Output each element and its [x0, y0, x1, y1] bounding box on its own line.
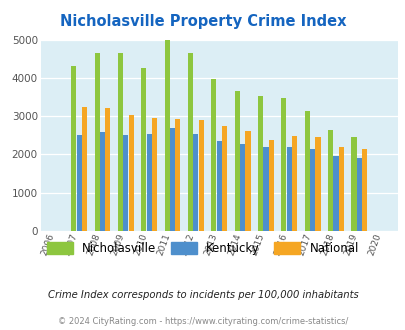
Bar	[245, 131, 250, 231]
Bar	[327, 130, 333, 231]
Bar	[304, 111, 309, 231]
Bar	[146, 134, 151, 231]
Bar	[170, 128, 175, 231]
Bar	[94, 52, 100, 231]
Bar	[281, 98, 286, 231]
Bar	[82, 107, 87, 231]
Bar	[351, 137, 356, 231]
Bar	[216, 142, 221, 231]
Bar	[356, 158, 361, 231]
Bar	[117, 53, 123, 231]
Bar	[128, 115, 133, 231]
Bar	[164, 40, 169, 231]
Bar	[211, 79, 216, 231]
Bar	[141, 68, 146, 231]
Bar	[222, 126, 227, 231]
Bar	[193, 134, 198, 231]
Bar	[333, 155, 338, 231]
Bar	[291, 136, 296, 231]
Bar	[188, 53, 193, 231]
Bar	[257, 96, 262, 231]
Text: © 2024 CityRating.com - https://www.cityrating.com/crime-statistics/: © 2024 CityRating.com - https://www.city…	[58, 317, 347, 326]
Bar	[315, 137, 320, 231]
Bar	[263, 147, 268, 231]
Bar	[309, 149, 314, 231]
Text: Nicholasville Property Crime Index: Nicholasville Property Crime Index	[60, 14, 345, 29]
Text: Crime Index corresponds to incidents per 100,000 inhabitants: Crime Index corresponds to incidents per…	[47, 290, 358, 300]
Bar	[123, 135, 128, 231]
Bar	[100, 132, 105, 231]
Bar	[239, 144, 245, 231]
Bar	[77, 135, 81, 231]
Bar	[175, 119, 180, 231]
Bar	[234, 91, 239, 231]
Bar	[198, 120, 203, 231]
Bar	[361, 149, 367, 231]
Bar	[268, 140, 273, 231]
Bar	[105, 108, 110, 231]
Bar	[338, 147, 343, 231]
Bar	[286, 147, 291, 231]
Legend: Nicholasville, Kentucky, National: Nicholasville, Kentucky, National	[42, 237, 363, 260]
Bar	[71, 66, 76, 231]
Bar	[151, 118, 157, 231]
